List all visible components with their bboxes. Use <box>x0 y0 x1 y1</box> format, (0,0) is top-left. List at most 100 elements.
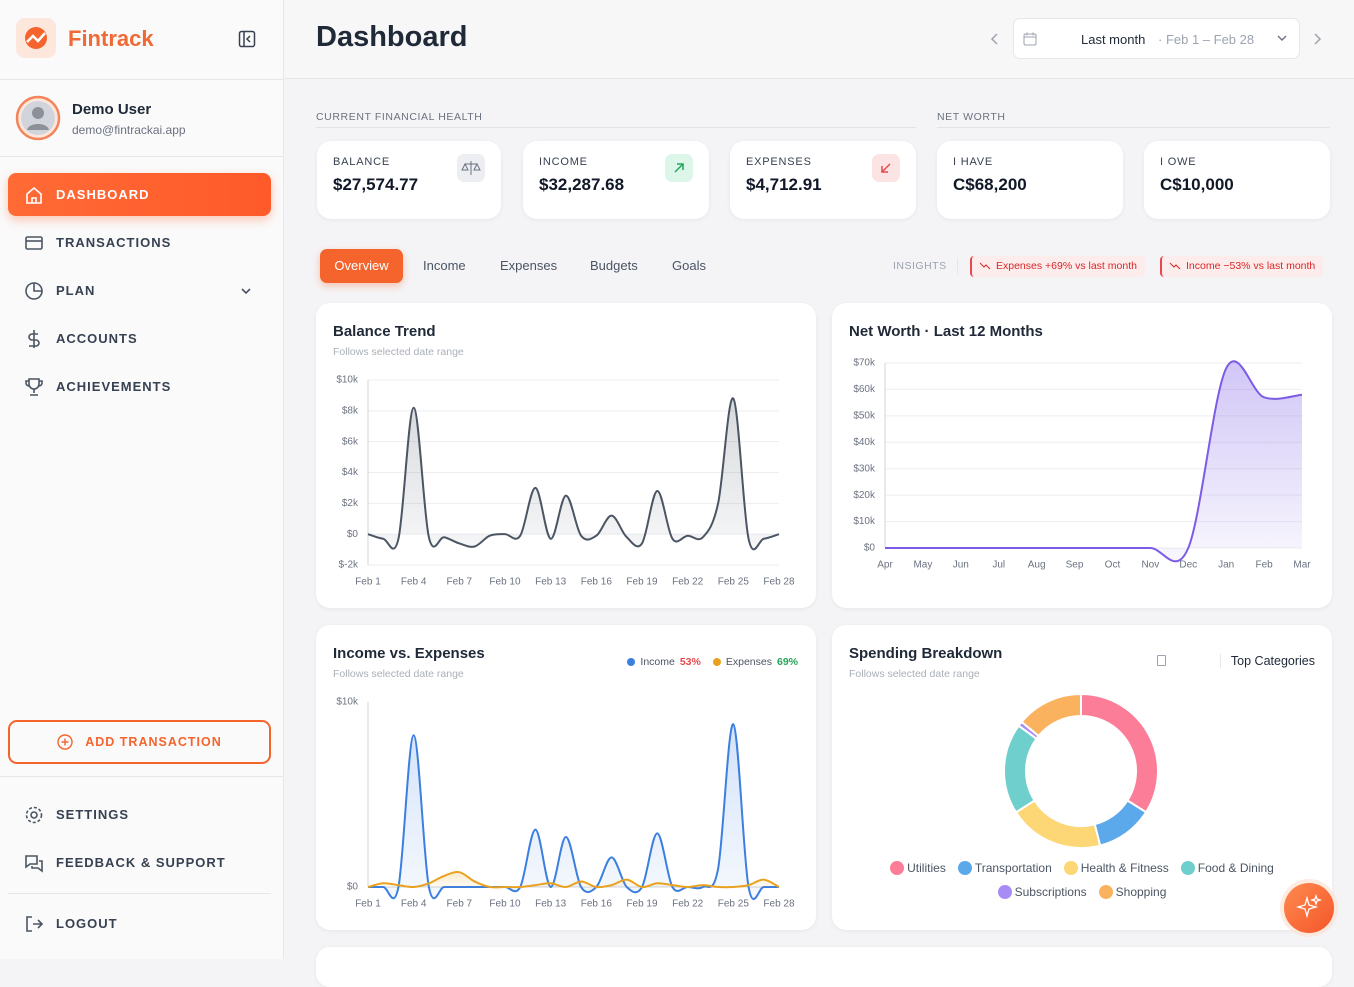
nav-item[interactable]: SETTINGS <box>8 793 271 836</box>
user-name: Demo User <box>72 101 152 118</box>
add-transaction-button[interactable]: ADD TRANSACTION <box>8 720 271 764</box>
donut-slice <box>1014 799 1102 849</box>
icon <box>25 377 43 396</box>
nav-label: ACHIEVEMENTS <box>56 379 172 394</box>
chart-title: Income vs. Expenses <box>333 645 485 662</box>
chart: $0 $10k Feb 1 Feb 4 Feb 7 Feb 10 Feb 13 Feb 16 F… <box>336 697 795 910</box>
nav-item[interactable]: PLAN <box>8 269 271 312</box>
legend-swatch <box>890 861 905 875</box>
tab[interactable]: Overview <box>320 249 403 283</box>
insight-pill[interactable]: Expenses +69% vs last month <box>970 256 1145 277</box>
legend-note: 53% <box>679 656 701 668</box>
date-range-picker[interactable]: Last month · Feb 1 – Feb 28 <box>1013 18 1300 59</box>
chart-title: Net Worth · Last 12 Months <box>849 323 1043 340</box>
chart: $0 $10k $20k $30k $40k $50k $60k $70k Apr May Jun J… <box>853 358 1311 571</box>
donut-slice <box>1080 692 1159 814</box>
x-tick-label: Sep <box>1066 560 1084 571</box>
y-tick-label: $-2k <box>339 560 359 571</box>
x-tick-label: Feb 1 <box>355 899 381 910</box>
legend-swatch <box>627 658 636 666</box>
kpi-value: C$10,000 <box>1160 175 1234 194</box>
area <box>368 724 779 900</box>
section-label: NET WORTH <box>937 111 1006 123</box>
y-tick-label: $50k <box>853 410 876 421</box>
legend-label: Health & Fitness <box>1080 861 1169 875</box>
y-tick-label: $4k <box>342 467 359 478</box>
logo <box>16 18 56 58</box>
legend-label: Transportation <box>974 861 1052 875</box>
tab[interactable]: Budgets <box>590 258 638 273</box>
icon <box>872 154 900 182</box>
donut-slice <box>1093 799 1148 847</box>
x-tick-label: Feb 19 <box>626 899 658 910</box>
nav-item[interactable]: ACCOUNTS <box>8 317 271 360</box>
icon <box>979 262 991 270</box>
nav-label: FEEDBACK & SUPPORT <box>56 855 226 870</box>
kpi-label: INCOME <box>539 156 588 168</box>
nav-item[interactable]: DASHBOARD <box>8 173 271 216</box>
collapse-button[interactable] <box>238 30 256 48</box>
prev-button[interactable] <box>989 32 1001 46</box>
brand: Fintrack <box>68 26 154 51</box>
range-dates: · Feb 1 – Feb 28 <box>1158 32 1255 47</box>
legend-swatch <box>1063 861 1078 875</box>
x-tick-label: Feb 7 <box>447 577 473 588</box>
legend-label: Shopping <box>1115 885 1167 899</box>
icon <box>1023 32 1037 46</box>
kpi-value: C$68,200 <box>953 175 1027 194</box>
x-tick-label: Apr <box>877 560 893 571</box>
tab[interactable]: Expenses <box>500 258 558 273</box>
legend-item: Utilities <box>890 861 946 875</box>
assistant-button[interactable] <box>1279 878 1339 938</box>
line <box>367 871 780 889</box>
nav-label: SETTINGS <box>56 807 130 822</box>
x-tick-label: Mar <box>1293 560 1311 571</box>
divider <box>0 156 283 157</box>
icon <box>25 806 43 823</box>
page-title: Dashboard <box>316 21 468 53</box>
x-tick-label: Feb 25 <box>718 577 750 588</box>
nav-label: PLAN <box>56 283 96 298</box>
chart-card: $0 $10k $20k $30k $40k $50k $60k $70k Apr May Jun J… <box>832 303 1332 608</box>
x-tick-label: Feb 10 <box>489 577 521 588</box>
nav-label: TRANSACTIONS <box>56 235 172 250</box>
insight-text: Expenses +69% vs last month <box>996 260 1137 272</box>
y-tick-label: $10k <box>336 697 359 708</box>
nav-label: ACCOUNTS <box>56 331 138 346</box>
legend-item: Health & Fitness <box>1063 861 1169 875</box>
logout[interactable]: LOGOUT <box>8 902 271 945</box>
legend-item: Food & Dining <box>1180 861 1274 875</box>
chart-title: Balance Trend <box>333 323 436 340</box>
x-tick-label: Feb 4 <box>401 577 427 588</box>
tab[interactable]: Goals <box>672 258 706 273</box>
insight-pill[interactable]: Income −53% vs last month <box>1160 256 1324 277</box>
y-tick-label: $60k <box>853 384 876 395</box>
x-tick-label: Feb 13 <box>535 899 567 910</box>
x-tick-label: Feb 22 <box>672 899 704 910</box>
tab[interactable]: Income <box>423 258 466 273</box>
export-icon[interactable] <box>1157 655 1166 666</box>
chevron <box>1277 35 1287 41</box>
chevron <box>241 287 251 294</box>
icon <box>457 154 485 182</box>
chart-subtitle: Follows selected date range <box>333 668 464 680</box>
next-button[interactable] <box>1312 32 1324 46</box>
icon <box>26 915 44 932</box>
nav-item[interactable]: ACHIEVEMENTS <box>8 365 271 408</box>
x-tick-label: Jul <box>992 560 1005 571</box>
legend-label: Subscriptions <box>1014 885 1087 899</box>
nav-item[interactable]: FEEDBACK & SUPPORT <box>8 841 271 884</box>
legend-item: Transportation <box>957 861 1052 875</box>
area <box>885 361 1302 562</box>
x-tick-label: May <box>913 560 932 571</box>
chart: $-2k $0 $2k $4k $6k $8k $10k Feb 1 Feb 4 Feb 7 Feb… <box>336 375 795 588</box>
x-tick-label: Feb 19 <box>626 577 658 588</box>
y-tick-label: $40k <box>853 437 876 448</box>
x-tick-label: Feb 1 <box>355 577 381 588</box>
area <box>368 398 779 550</box>
section-rule <box>937 127 1330 128</box>
kpi-card: INCOME $32,287.68 <box>523 141 709 219</box>
legend-swatch <box>1098 885 1113 899</box>
nav-item[interactable]: TRANSACTIONS <box>8 221 271 264</box>
line <box>367 397 780 551</box>
